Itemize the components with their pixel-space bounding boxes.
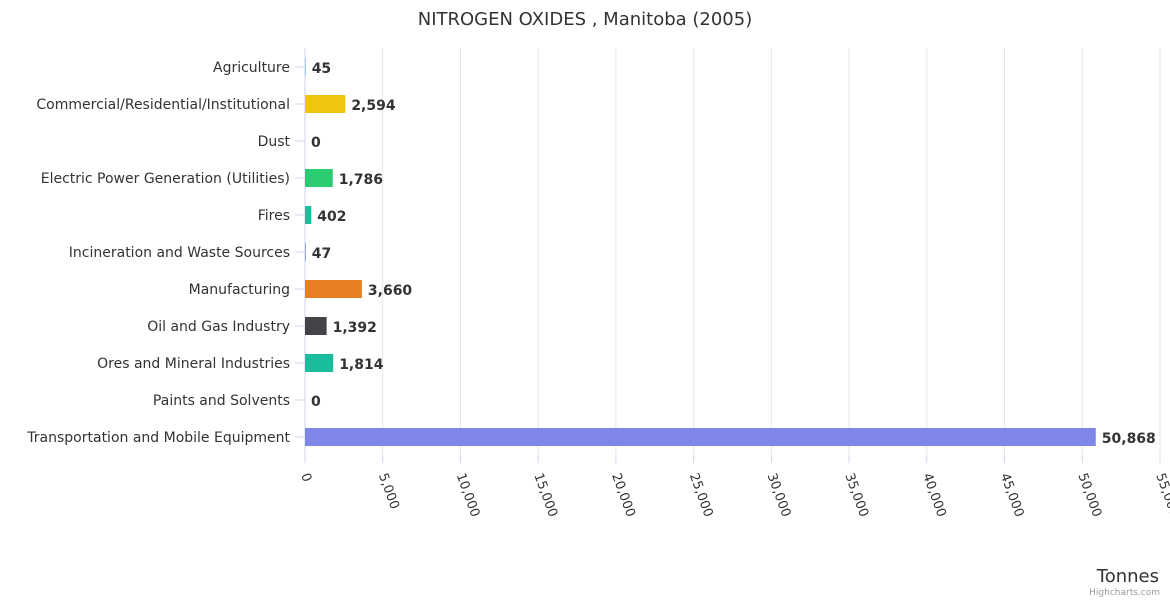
x-tick-label: 15,000 [530, 471, 560, 519]
category-label: Oil and Gas Industry [147, 319, 290, 335]
x-tick-label: 0 [297, 471, 314, 484]
x-tick-label: 30,000 [764, 471, 794, 519]
bar [305, 354, 334, 372]
category-label: Paints and Solvents [153, 393, 290, 409]
bar [305, 280, 362, 298]
category-label: Manufacturing [189, 282, 290, 298]
category-label: Incineration and Waste Sources [69, 245, 290, 261]
data-label: 0 [311, 135, 321, 151]
credits-link[interactable]: Highcharts.com [1089, 588, 1160, 598]
x-tick-label: 20,000 [608, 471, 638, 519]
data-label: 50,868 [1102, 431, 1156, 447]
chart-title: NITROGEN OXIDES , Manitoba (2005) [418, 9, 753, 30]
bar [305, 317, 327, 335]
category-label: Transportation and Mobile Equipment [26, 430, 290, 446]
data-label: 3,660 [368, 283, 413, 299]
bar [305, 58, 306, 76]
category-label: Dust [258, 134, 291, 150]
x-tick-label: 40,000 [919, 471, 949, 519]
x-tick-label: 50,000 [1075, 471, 1105, 519]
data-label: 1,392 [333, 320, 377, 336]
data-label: 47 [312, 246, 331, 262]
x-tick-label: 25,000 [686, 471, 716, 519]
category-label: Agriculture [213, 60, 290, 76]
x-tick-label: 35,000 [841, 471, 871, 519]
bar [305, 206, 312, 224]
data-label: 45 [312, 61, 331, 77]
x-axis-title: Tonnes [1096, 566, 1159, 587]
data-label: 2,594 [351, 98, 396, 114]
x-tick-label: 5,000 [375, 471, 402, 511]
data-label: 1,786 [339, 172, 383, 188]
bar [305, 243, 306, 261]
category-label: Electric Power Generation (Utilities) [41, 171, 290, 187]
category-label: Commercial/Residential/Institutional [36, 97, 290, 113]
category-label: Ores and Mineral Industries [97, 356, 290, 372]
data-label: 402 [317, 209, 346, 225]
bar [305, 169, 333, 187]
x-tick-label: 45,000 [997, 471, 1027, 519]
x-tick-label: 10,000 [453, 471, 483, 519]
data-label: 0 [311, 394, 321, 410]
bar [305, 95, 346, 113]
category-label: Fires [258, 208, 290, 224]
data-label: 1,814 [339, 357, 384, 373]
x-tick-label: 55,000 [1152, 471, 1170, 519]
bar [305, 428, 1096, 446]
